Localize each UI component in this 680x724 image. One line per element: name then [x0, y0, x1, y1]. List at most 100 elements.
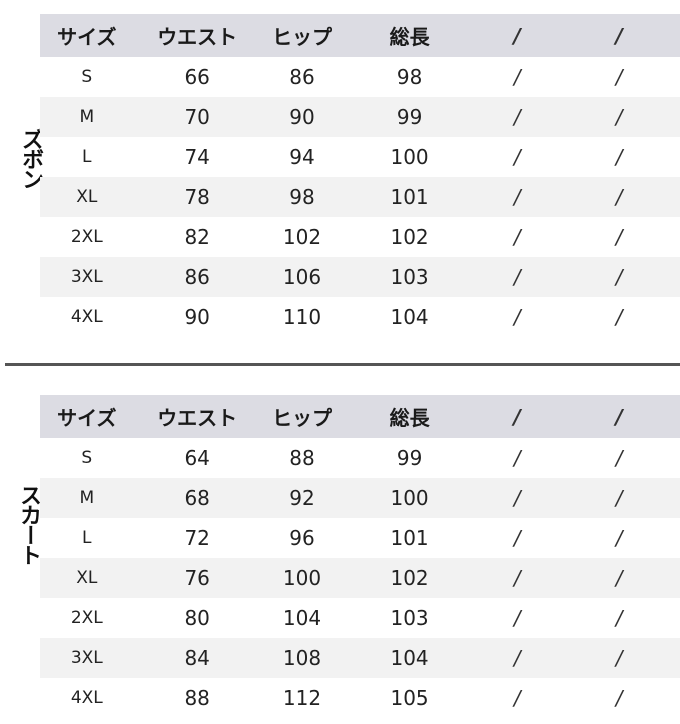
header-cell: ウエスト — [157, 406, 238, 430]
table-row: S 64 88 99 / / — [40, 438, 680, 478]
table-cell: 105 — [390, 686, 429, 710]
table-cell: XL — [76, 568, 98, 588]
table-cell: / — [513, 145, 521, 169]
table-cell: / — [513, 486, 521, 510]
table-cell: / — [615, 225, 623, 249]
skirt-size-table: サイズ ウエスト ヒップ 総長 / / S 64 88 99 / / M 68 92 100 / / L 72 96 10… — [40, 395, 680, 718]
header-cell: 総長 — [389, 25, 430, 49]
table-cell: S — [81, 448, 93, 468]
header-cell: / — [513, 404, 521, 429]
table-cell: 90 — [184, 305, 210, 329]
table-row: XL 78 98 101 / / — [40, 177, 680, 217]
table-cell: 110 — [282, 305, 322, 329]
header-cell: / — [615, 404, 623, 429]
table-cell: M — [79, 107, 95, 127]
table-cell: S — [81, 67, 93, 87]
table-cell: / — [513, 305, 521, 329]
table-cell: / — [615, 305, 623, 329]
table-cell: 88 — [289, 446, 315, 470]
table-cell: / — [615, 526, 623, 550]
pants-section-label: ズボン — [18, 128, 43, 188]
table-cell: 86 — [184, 265, 210, 289]
table-cell: / — [615, 646, 623, 670]
table-row: L 74 94 100 / / — [40, 137, 680, 177]
table-cell: 104 — [282, 606, 322, 630]
table-cell: / — [513, 225, 521, 249]
table-cell: / — [513, 105, 521, 129]
table-cell: L — [82, 528, 92, 548]
table-cell: 106 — [282, 265, 322, 289]
table-cell: 80 — [184, 606, 210, 630]
table-cell: 64 — [184, 446, 210, 470]
header-cell: 総長 — [389, 406, 430, 430]
table-row: 3XL 84 108 104 / / — [40, 638, 680, 678]
header-cell: / — [615, 23, 623, 48]
table-cell: 72 — [184, 526, 210, 550]
table-cell: 3XL — [70, 648, 103, 668]
table-cell: L — [82, 147, 92, 167]
table-cell: 103 — [390, 606, 429, 630]
table-cell: 96 — [289, 526, 315, 550]
table-cell: / — [615, 145, 623, 169]
table-cell: 2XL — [70, 608, 103, 628]
table-cell: 68 — [184, 486, 210, 510]
table-cell: / — [615, 566, 623, 590]
table-cell: 92 — [289, 486, 315, 510]
table-cell: 78 — [184, 185, 210, 209]
table-cell: 108 — [282, 646, 322, 670]
table-cell: 100 — [282, 566, 322, 590]
header-cell: ヒップ — [271, 406, 332, 430]
table-cell: M — [79, 488, 95, 508]
table-row: M 70 90 99 / / — [40, 97, 680, 137]
table-cell: 112 — [282, 686, 322, 710]
table-cell: 99 — [396, 105, 423, 129]
table-row: M 68 92 100 / / — [40, 478, 680, 518]
table-cell: / — [615, 65, 623, 89]
table-cell: 86 — [289, 65, 315, 89]
header-cell: ウエスト — [157, 25, 238, 49]
table-cell: / — [615, 606, 623, 630]
table-row: 2XL 82 102 102 / / — [40, 217, 680, 257]
table-row: 4XL 88 112 105 / / — [40, 678, 680, 718]
table-cell: 76 — [184, 566, 210, 590]
table-cell: / — [615, 185, 623, 209]
table-cell: 102 — [282, 225, 322, 249]
table-cell: 98 — [289, 185, 315, 209]
table-cell: 101 — [390, 185, 429, 209]
table-cell: / — [615, 446, 623, 470]
table-cell: 101 — [390, 526, 429, 550]
table-cell: / — [513, 265, 521, 289]
table-row: XL 76 100 102 / / — [40, 558, 680, 598]
table-cell: 100 — [390, 145, 429, 169]
table-cell: / — [615, 686, 623, 710]
table-cell: 82 — [184, 225, 210, 249]
pants-size-table: サイズ ウエスト ヒップ 総長 / / S 66 86 98 / / M 70 90 99 / / L 74 94 100… — [40, 14, 680, 337]
table-cell: / — [513, 606, 521, 630]
table-cell: 3XL — [70, 267, 103, 287]
section-divider — [5, 363, 680, 366]
header-cell: サイズ — [57, 25, 117, 49]
skirt-section-label: スカート — [16, 484, 41, 564]
table-cell: / — [615, 486, 623, 510]
header-cell: ヒップ — [271, 25, 332, 49]
table-cell: 102 — [390, 566, 429, 590]
table-cell: 4XL — [70, 307, 103, 327]
table-cell: 102 — [390, 225, 429, 249]
table-cell: 84 — [184, 646, 210, 670]
table-row: 3XL 86 106 103 / / — [40, 257, 680, 297]
table-cell: 103 — [390, 265, 429, 289]
header-cell: / — [513, 23, 521, 48]
table-cell: XL — [76, 187, 98, 207]
table-cell: / — [513, 566, 521, 590]
table-cell: 88 — [184, 686, 210, 710]
table-cell: 104 — [390, 646, 429, 670]
table-row: S 66 86 98 / / — [40, 57, 680, 97]
table-cell: 98 — [396, 65, 423, 89]
header-row: サイズ ウエスト ヒップ 総長 / / — [40, 14, 680, 57]
table-cell: / — [513, 185, 521, 209]
table-cell: 70 — [184, 105, 210, 129]
table-cell: 99 — [396, 446, 423, 470]
table-row: 2XL 80 104 103 / / — [40, 598, 680, 638]
header-cell: サイズ — [57, 406, 117, 430]
header-row: サイズ ウエスト ヒップ 総長 / / — [40, 395, 680, 438]
